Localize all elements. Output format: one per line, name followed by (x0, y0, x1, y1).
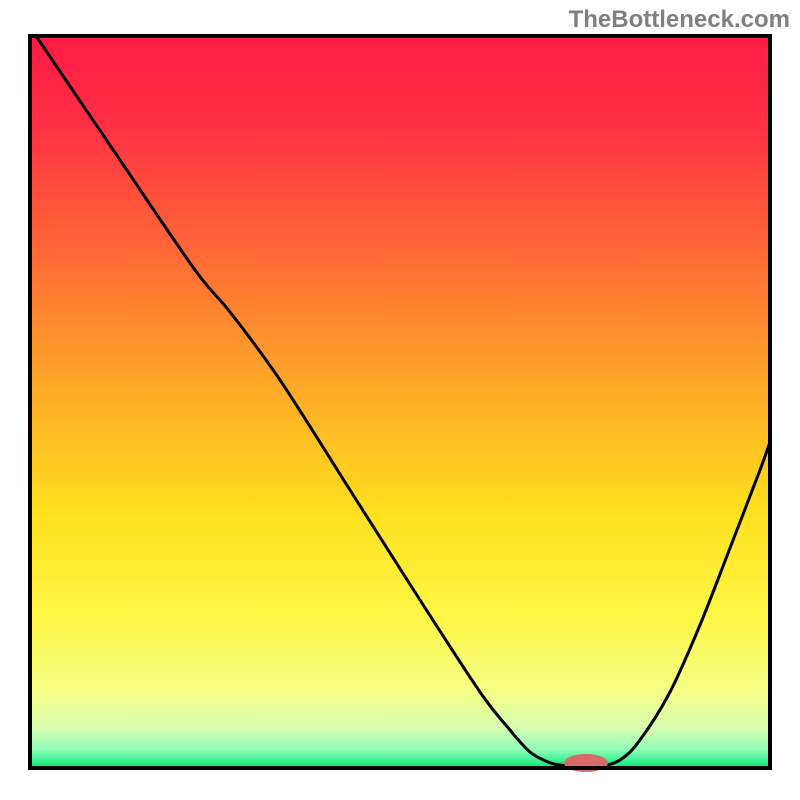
chart-svg (0, 0, 800, 800)
watermark-text: TheBottleneck.com (569, 6, 790, 34)
chart-container: TheBottleneck.com (0, 0, 800, 800)
plot-background (30, 36, 770, 768)
